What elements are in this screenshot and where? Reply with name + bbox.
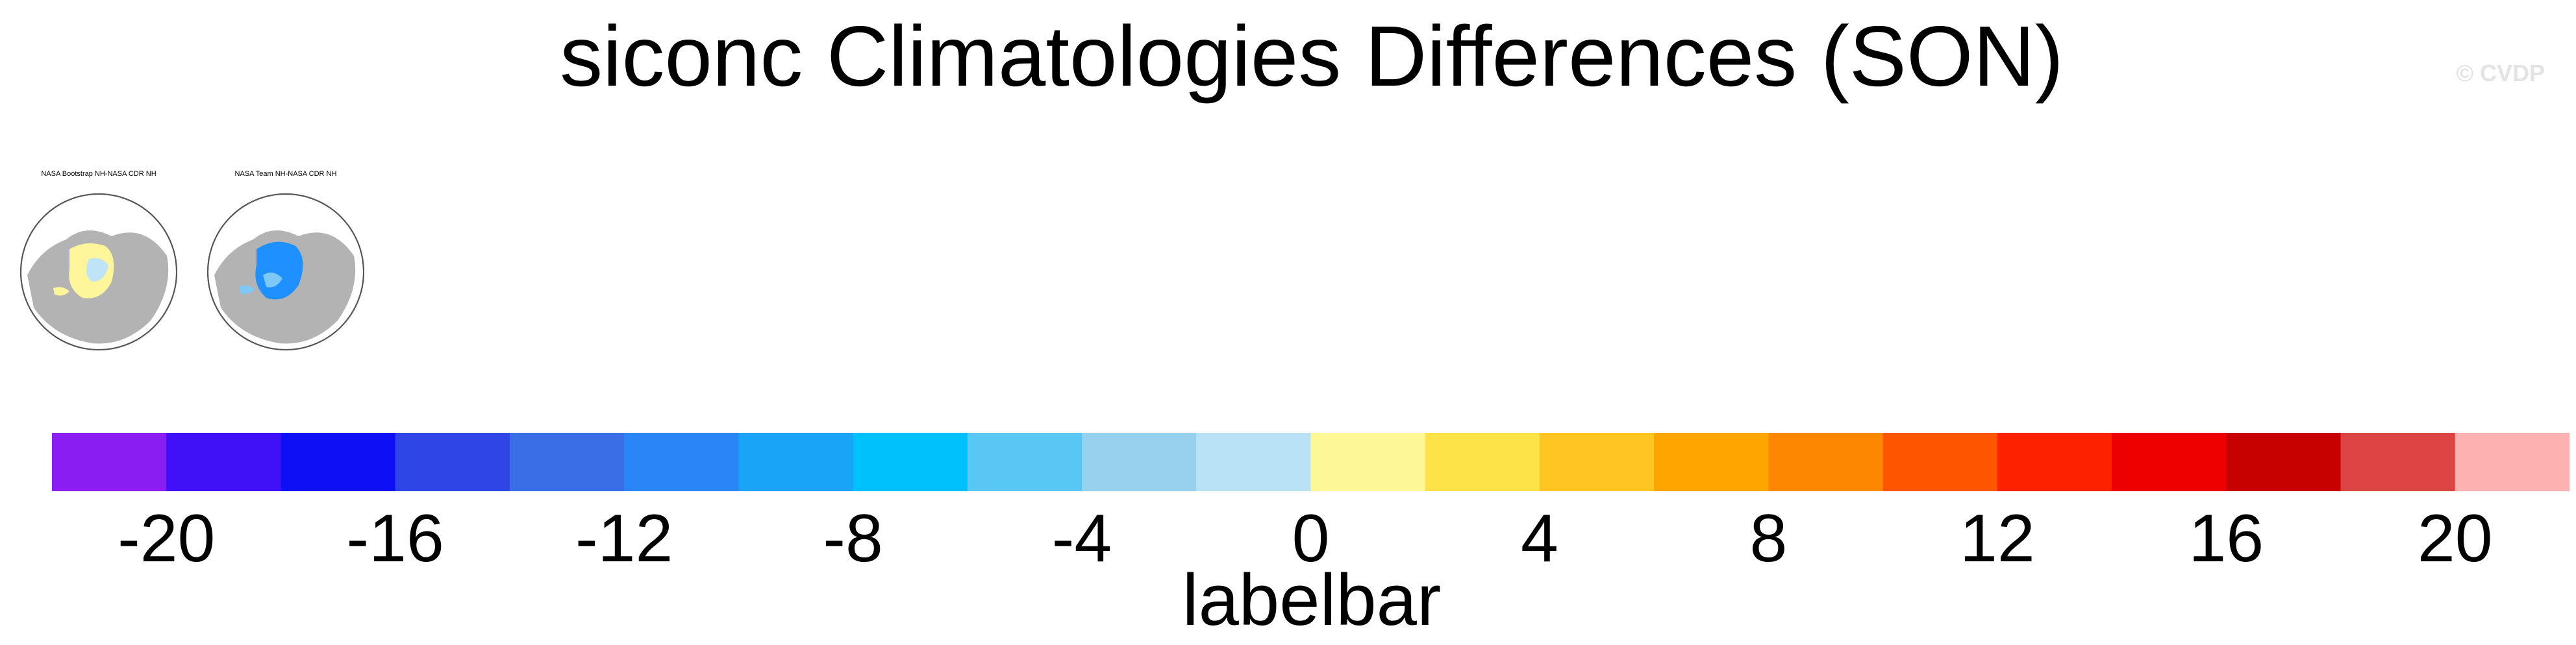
- colorbar-bin: [395, 433, 510, 491]
- colorbar-tick-label: -12: [575, 501, 673, 576]
- colorbar-bin: [1425, 433, 1540, 491]
- map-panel-team: NASA Team NH-NASA CDR NH: [201, 170, 370, 365]
- colorbar: [52, 433, 2570, 491]
- map-panel-title: NASA Team NH-NASA CDR NH: [234, 170, 337, 178]
- colorbar-bin: [853, 433, 968, 491]
- colorbar-bin: [2455, 433, 2570, 491]
- colorbar-ticks: -20 -16 -12 -8 -4 0 4 8 12 16 20: [0, 500, 2576, 578]
- colorbar-bin: [738, 433, 854, 491]
- polar-map-team: [207, 193, 364, 350]
- colorbar-bin: [1196, 433, 1311, 491]
- colorbar-bin: [1882, 433, 1998, 491]
- chart-title: siconc Climatologies Differences (SON): [560, 8, 2064, 104]
- colorbar-bin: [1539, 433, 1655, 491]
- colorbar-svg: [52, 433, 2570, 491]
- colorbar-tick-label: 8: [1749, 501, 1788, 576]
- polar-map-bootstrap: [20, 193, 177, 350]
- colorbar-tick-label: 20: [2417, 501, 2493, 576]
- colorbar-bin: [281, 433, 396, 491]
- colorbar-tick-label: -16: [346, 501, 444, 576]
- colorbar-bin: [2226, 433, 2342, 491]
- colorbar-bin: [1768, 433, 1884, 491]
- colorbar-bin: [967, 433, 1082, 491]
- colorbar-tick-label: 0: [1292, 501, 1330, 576]
- colorbar-tick-label: 12: [1960, 501, 2035, 576]
- colorbar-tick-label: 16: [2188, 501, 2264, 576]
- colorbar-bin: [166, 433, 281, 491]
- colorbar-bin: [1997, 433, 2112, 491]
- colorbar-label: labelbar: [1182, 559, 1442, 640]
- colorbar-tick-label: -4: [1051, 501, 1112, 576]
- colorbar-tick-label: -20: [118, 501, 216, 576]
- map-panel-bootstrap: NASA Bootstrap NH-NASA CDR NH: [14, 170, 183, 365]
- colorbar-bin: [1310, 433, 1426, 491]
- colorbar-bin: [1082, 433, 1197, 491]
- colorbar-bin: [1654, 433, 1769, 491]
- colorbar-bin: [509, 433, 625, 491]
- colorbar-tick-label: -8: [823, 501, 883, 576]
- map-panel-title: NASA Bootstrap NH-NASA CDR NH: [41, 170, 156, 178]
- colorbar-bin: [2112, 433, 2227, 491]
- watermark: © CVDP: [2456, 60, 2545, 86]
- colorbar-bin: [624, 433, 739, 491]
- colorbar-bin: [2340, 433, 2456, 491]
- colorbar-bin: [52, 433, 167, 491]
- colorbar-tick-label: 4: [1521, 501, 1558, 576]
